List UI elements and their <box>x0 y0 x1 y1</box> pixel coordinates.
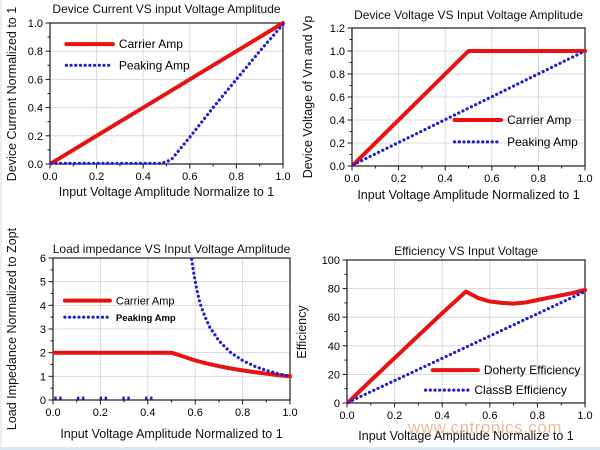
plot-area-efficiency: 0.0 0.2 0.4 0.6 0.8 1.0 0 20 40 60 80 100 Doherty Ef… <box>322 255 593 422</box>
svg-text:0.6: 0.6 <box>484 173 499 185</box>
svg-text:0.4: 0.4 <box>330 115 345 127</box>
svg-text:0.0: 0.0 <box>339 410 354 422</box>
svg-text:40: 40 <box>328 341 340 353</box>
svg-text:1.0: 1.0 <box>577 410 592 422</box>
svg-text:0.0: 0.0 <box>330 161 345 173</box>
svg-text:0.6: 0.6 <box>28 74 43 86</box>
svg-text:1.0: 1.0 <box>330 46 345 58</box>
page-edge-bottom <box>0 447 600 450</box>
svg-text:1: 1 <box>40 371 46 383</box>
svg-text:0.4: 0.4 <box>136 171 151 183</box>
svg-text:0.2: 0.2 <box>93 407 108 419</box>
svg-text:1.2: 1.2 <box>330 23 345 35</box>
svg-text:0.8: 0.8 <box>235 407 250 419</box>
svg-text:Peaking Amp: Peaking Amp <box>116 313 176 324</box>
svg-text:0.4: 0.4 <box>140 407 155 419</box>
svg-text:0: 0 <box>40 395 46 407</box>
svg-text:Doherty Efficiency: Doherty Efficiency <box>484 363 581 377</box>
svg-text:0.8: 0.8 <box>229 171 244 183</box>
svg-text:60: 60 <box>328 312 340 324</box>
svg-text:0.6: 0.6 <box>188 407 203 419</box>
svg-text:0.6: 0.6 <box>330 92 345 104</box>
svg-text:0.8: 0.8 <box>28 46 43 58</box>
chart-title: Device Voltage VS Input Voltage Amplitud… <box>354 8 583 22</box>
chart-efficiency: Efficiency VS Input Voltage Efficiency 0… <box>295 225 600 450</box>
svg-text:0.8: 0.8 <box>531 173 546 185</box>
svg-text:20: 20 <box>328 369 340 381</box>
svg-text:1.0: 1.0 <box>28 18 43 30</box>
svg-text:1.0: 1.0 <box>282 407 297 419</box>
svg-text:0.2: 0.2 <box>330 138 345 150</box>
svg-text:1.0: 1.0 <box>275 171 290 183</box>
svg-text:ClassB Efficiency: ClassB Efficiency <box>474 383 566 397</box>
svg-text:Peaking Amp: Peaking Amp <box>507 135 578 149</box>
chart-load-impedance: Load impedance VS Input Voltage Amplitud… <box>0 225 300 450</box>
chart-title: Device Current VS input Voltage Amplitud… <box>52 2 281 16</box>
svg-text:80: 80 <box>328 284 340 296</box>
svg-text:0.8: 0.8 <box>330 69 345 81</box>
svg-text:0.2: 0.2 <box>387 410 402 422</box>
svg-text:0.2: 0.2 <box>28 131 43 143</box>
svg-text:0.8: 0.8 <box>530 410 545 422</box>
svg-text:0.0: 0.0 <box>45 407 60 419</box>
svg-text:0.2: 0.2 <box>391 173 406 185</box>
svg-text:0.4: 0.4 <box>438 173 453 185</box>
page-edge-left <box>0 0 2 450</box>
svg-text:2: 2 <box>40 348 46 360</box>
svg-text:3: 3 <box>40 324 46 336</box>
svg-text:0.4: 0.4 <box>435 410 450 422</box>
x-axis-label: Input Voltage Amplitude Normalized to 1 <box>357 188 580 202</box>
svg-text:Carrier Amp: Carrier Amp <box>119 37 183 51</box>
svg-text:0.6: 0.6 <box>182 171 197 183</box>
svg-text:Carrier Amp: Carrier Amp <box>116 296 175 308</box>
svg-text:0.0: 0.0 <box>28 159 43 171</box>
svg-text:Carrier Amp: Carrier Amp <box>507 113 571 127</box>
svg-text:1.0: 1.0 <box>577 173 592 185</box>
x-axis-label: Input Voltage Amplitude Normalize to 1 <box>58 185 275 199</box>
svg-text:0.0: 0.0 <box>344 173 359 185</box>
svg-text:0.0: 0.0 <box>42 171 57 183</box>
plot-area-device-voltage: 0.0 0.2 0.4 0.6 0.8 1.0 0.0 0.2 0.4 0.6 0.8 1.0 1.2 C… <box>330 23 593 185</box>
svg-text:Peaking Amp: Peaking Amp <box>119 58 190 72</box>
x-axis-label: Input Voltage Amplitude Normalize to 1 <box>358 429 574 443</box>
svg-text:100: 100 <box>322 255 340 267</box>
chart-device-voltage: Device Voltage VS Input Voltage Amplitud… <box>300 0 600 225</box>
svg-text:4: 4 <box>40 300 46 312</box>
svg-text:0.4: 0.4 <box>28 103 43 115</box>
chart-title: Load impedance VS Input Voltage Amplitud… <box>52 242 291 256</box>
svg-text:0: 0 <box>334 398 340 410</box>
svg-text:0.6: 0.6 <box>482 410 497 422</box>
svg-text:5: 5 <box>40 277 46 289</box>
x-axis-label: Input Voltage Amplitude Normalized to 1 <box>60 427 283 441</box>
svg-text:6: 6 <box>40 253 46 265</box>
chart-title: Efficiency VS Input Voltage <box>394 244 538 258</box>
svg-text:0.2: 0.2 <box>89 171 104 183</box>
plot-area-device-current: 0.0 0.2 0.4 0.6 0.8 1.0 0.0 0.2 0.4 0.6 0.8 1.0 Carr… <box>28 18 291 183</box>
chart-device-current: Device Current VS input Voltage Amplitud… <box>0 0 300 225</box>
plot-area-load-impedance: 0.0 0.2 0.4 0.6 0.8 1.0 0 1 2 3 4 5 6 Carrier Amp Peak… <box>40 253 298 419</box>
